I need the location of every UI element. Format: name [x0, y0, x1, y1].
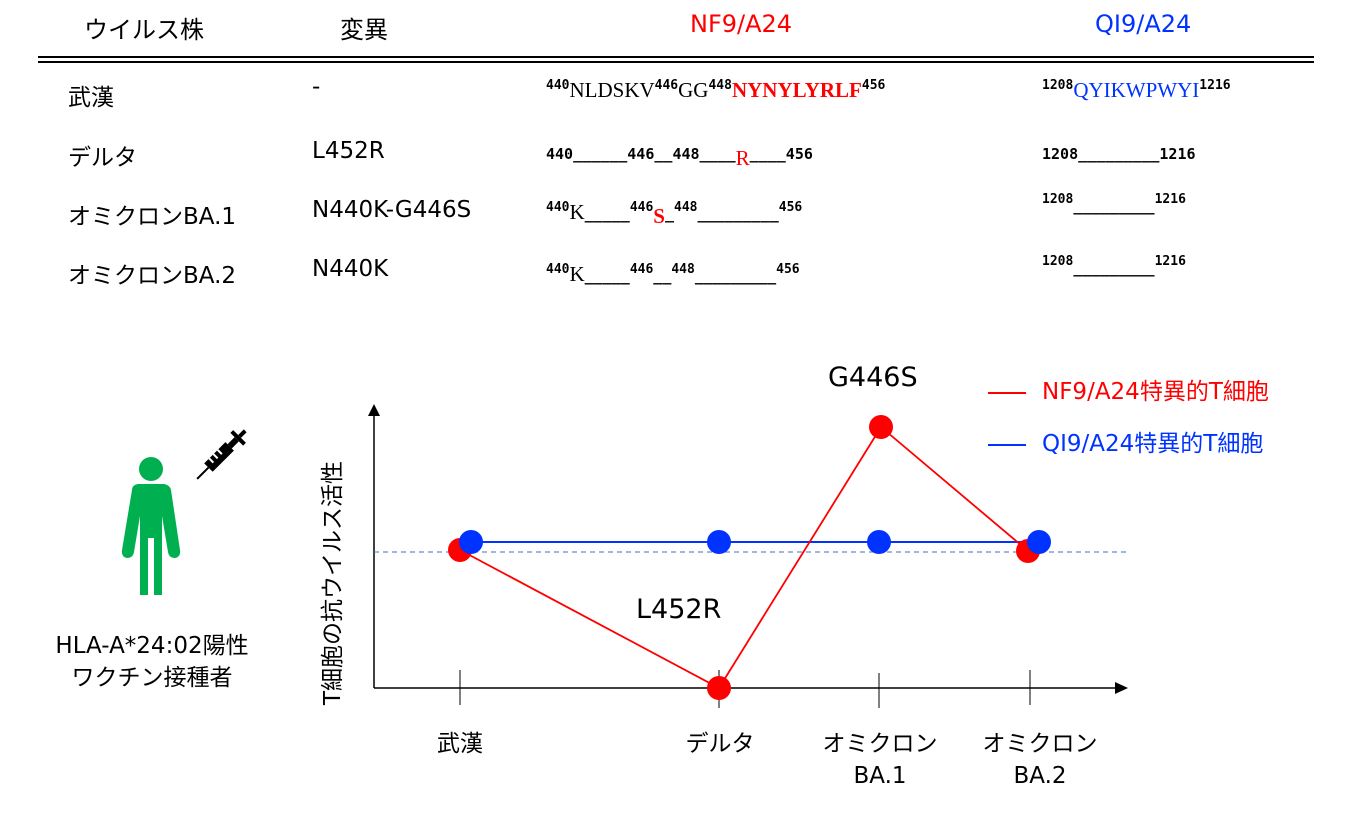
row-mutation-delta: L452R: [312, 138, 385, 164]
nf9-sequence-wuhan: 440NLDSKV446GG448NYNYLYRLF456: [546, 78, 886, 102]
y-axis-arrow-icon: [368, 404, 380, 416]
annotation-g446s: G446S: [828, 362, 918, 393]
qi9-point-ba2: [1027, 530, 1051, 554]
x-label-ba2: オミクロン BA.2: [982, 731, 1098, 789]
legend-swatch-blue: [988, 443, 1026, 446]
row-mutation-wuhan: -: [312, 74, 321, 100]
qi9-sequence-delta: 1208_________1216: [1042, 145, 1196, 163]
subject-vaccinee-label: ワクチン接種者: [71, 665, 233, 691]
header-mutation: 変異: [340, 16, 388, 44]
legend-item-nf9: NF9/A24特異的T細胞: [988, 372, 1269, 406]
subject-description: HLA-A*24:02陽性 ワクチン接種者: [22, 630, 282, 694]
header-qi9: QI9/A24: [1095, 10, 1192, 38]
nf9-series-line: [459, 425, 1029, 690]
qi9-sequence-ba1: 1208_________1216: [1042, 192, 1186, 215]
person-icon: [121, 457, 181, 595]
header-strain: ウイルス株: [84, 16, 204, 44]
qi9-sequence-wuhan: 1208QYIKWPWYI1216: [1042, 78, 1231, 102]
subject-hla-label: HLA-A*24:02陽性: [55, 633, 249, 659]
nf9-point-delta: [707, 676, 731, 700]
row-strain-wuhan: 武漢: [68, 85, 114, 111]
nf9-sequence-delta: 440______446__448____R____456: [546, 145, 813, 170]
qi9-point-ba1: [867, 530, 891, 554]
row-strain-ba2: オミクロンBA.2: [68, 263, 237, 289]
qi9-point-wuhan: [459, 530, 483, 554]
annotation-l452r: L452R: [636, 594, 722, 625]
syringe-icon: [196, 429, 247, 480]
header-nf9: NF9/A24: [690, 10, 793, 38]
legend-swatch-red: [988, 391, 1026, 394]
qi9-point-delta: [707, 530, 731, 554]
nf9-point-ba1: [869, 415, 893, 439]
x-label-wuhan: 武漢: [437, 731, 483, 757]
x-axis-arrow-icon: [1115, 682, 1128, 694]
x-label-ba1: オミクロン BA.1: [822, 731, 938, 789]
row-mutation-ba1: N440K-G446S: [312, 197, 472, 223]
legend-item-qi9: QI9/A24特異的T細胞: [988, 424, 1263, 458]
nf9-sequence-ba1: 440K_____446S_448_________456: [546, 200, 803, 228]
row-mutation-ba2: N440K: [312, 256, 389, 282]
x-label-delta: デルタ: [685, 731, 755, 757]
table-rule-bottom: [38, 61, 1314, 63]
nf9-sequence-ba2: 440K_____446__448_________456: [546, 262, 800, 286]
qi9-sequence-ba2: 1208_________1216: [1042, 254, 1186, 277]
table-rule-top: [38, 56, 1314, 58]
row-strain-ba1: オミクロンBA.1: [68, 204, 237, 230]
row-strain-delta: デルタ: [68, 145, 137, 171]
